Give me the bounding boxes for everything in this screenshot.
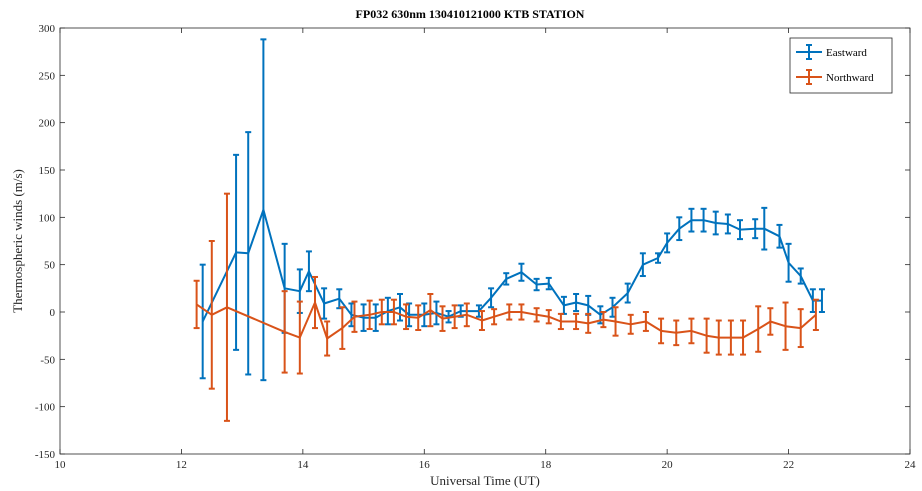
y-tick-label: -100: [35, 402, 56, 414]
x-tick-label: 12: [176, 459, 187, 471]
plot-area: [60, 28, 910, 454]
y-axis-label: Thermospheric winds (m/s): [10, 169, 25, 313]
y-tick-label: -50: [40, 354, 55, 366]
y-tick-label: 0: [50, 307, 56, 319]
y-tick-label: 100: [39, 212, 56, 224]
y-tick-label: -150: [35, 449, 56, 461]
legend: Eastward Northward: [790, 38, 892, 93]
x-tick-label: 14: [297, 459, 309, 471]
x-tick-label: 20: [662, 459, 674, 471]
x-axis-label: Universal Time (UT): [430, 473, 540, 488]
x-tick-label: 18: [540, 459, 552, 471]
x-tick-label: 10: [55, 459, 67, 471]
x-tick-label: 16: [419, 459, 431, 471]
y-tick-label: 250: [39, 70, 56, 82]
x-tick-label: 24: [905, 459, 917, 471]
legend-label: Northward: [826, 72, 874, 84]
y-tick-label: 300: [39, 23, 56, 35]
y-tick-label: 150: [39, 165, 56, 177]
y-tick-label: 200: [39, 118, 56, 130]
legend-label: Eastward: [826, 47, 867, 59]
y-tick-label: 50: [44, 260, 56, 272]
chart-title: FP032 630nm 130410121000 KTB STATION: [356, 7, 585, 21]
x-tick-label: 22: [783, 459, 794, 471]
